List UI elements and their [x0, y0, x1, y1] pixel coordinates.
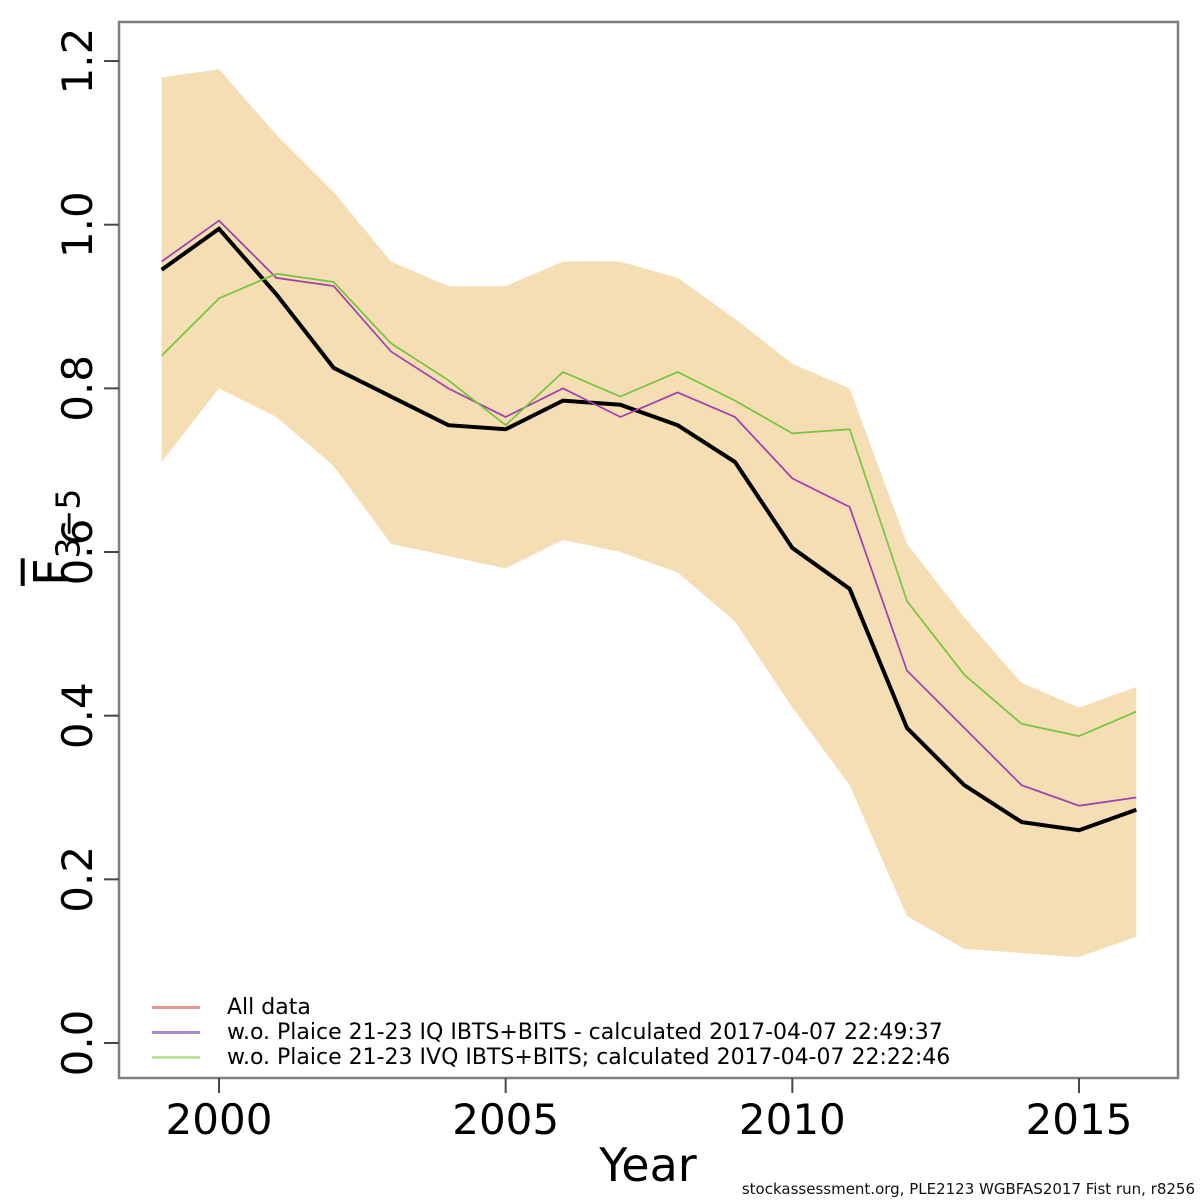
- y-axis-title: F3−5: [25, 437, 88, 637]
- legend-item: All data: [152, 995, 950, 1020]
- legend-item: w.o. Plaice 21-23 IQ IBTS+BITS - calcula…: [152, 1020, 950, 1045]
- x-axis-tick-label: 2005: [452, 1095, 559, 1144]
- legend-line-swatch-wo-ivq: [152, 1056, 200, 1059]
- legend-label-wo-iq: w.o. Plaice 21-23 IQ IBTS+BITS - calcula…: [227, 1020, 943, 1045]
- series-line-wo-ivq: [161, 272, 1137, 738]
- series-line-wo-iq: [161, 219, 1137, 807]
- y-axis-tick-label: 1.2: [53, 28, 102, 95]
- x-axis-tick-label: 2015: [1026, 1095, 1133, 1144]
- y-axis-title-sub: 3−5: [48, 488, 88, 559]
- x-axis-title: Year: [599, 1138, 697, 1192]
- y-axis-tick-label: 0.4: [53, 682, 102, 749]
- y-axis-tick-label: 0.6: [53, 519, 102, 586]
- legend-label-wo-ivq: w.o. Plaice 21-23 IVQ IBTS+BITS; calcula…: [227, 1045, 951, 1070]
- legend-line-swatch-wo-iq: [152, 1031, 200, 1034]
- legend-label-all-data: All data: [227, 995, 311, 1020]
- y-axis-title-main: F: [24, 558, 81, 586]
- y-axis-tick-label: 0.8: [53, 355, 102, 422]
- x-axis-tick-label: 2010: [739, 1095, 846, 1144]
- y-axis-tick-label: 0.2: [53, 846, 102, 913]
- legend: All data w.o. Plaice 21-23 IQ IBTS+BITS …: [152, 995, 950, 1070]
- y-axis-tick-label: 0.0: [53, 1010, 102, 1077]
- legend-item: w.o. Plaice 21-23 IVQ IBTS+BITS; calcula…: [152, 1045, 950, 1070]
- source-caption: stockassessment.org, PLE2123 WGBFAS2017 …: [741, 1180, 1195, 1198]
- series-line-all-data: [160, 226, 1138, 833]
- legend-line-swatch-all-data: [152, 1006, 200, 1009]
- y-axis-tick-label: 1.0: [53, 191, 102, 258]
- plot-border: [117, 20, 1180, 1080]
- confidence-band: [161, 69, 1137, 958]
- x-axis-tick-label: 2000: [166, 1095, 273, 1144]
